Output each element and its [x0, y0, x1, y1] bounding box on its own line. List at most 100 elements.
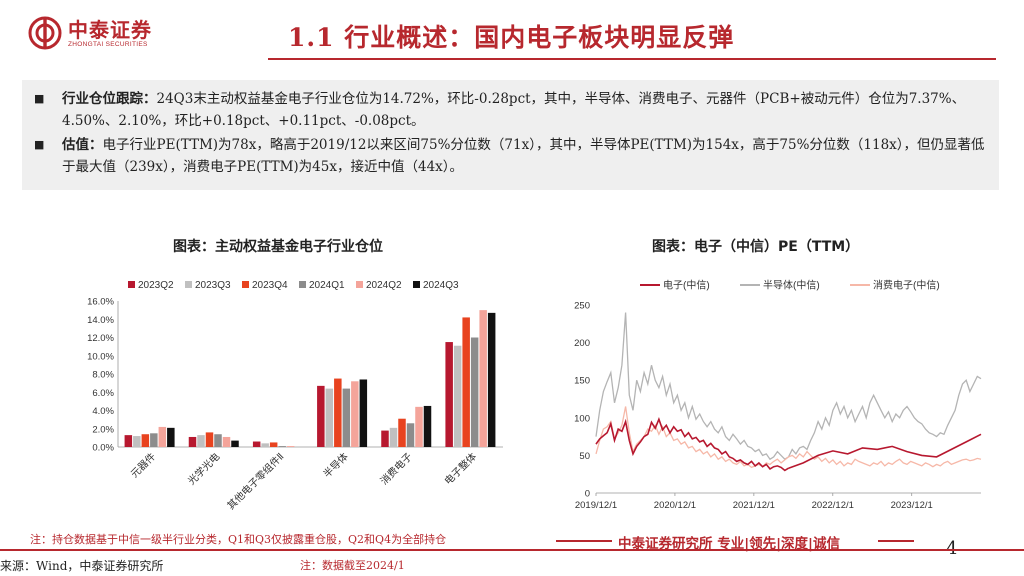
x-tick-label: 2021/12/1	[733, 500, 775, 511]
bar	[445, 342, 453, 447]
legend-swatch	[299, 281, 306, 288]
bar	[231, 440, 239, 447]
bar	[487, 312, 496, 447]
y-tick-label: 8.0%	[92, 370, 114, 381]
bar-chart-title: 图表：主动权益基金电子行业仓位	[173, 239, 383, 255]
bar	[197, 435, 205, 447]
y-tick-label: 0.0%	[92, 443, 114, 454]
bar	[205, 432, 214, 447]
summary-box: ■ 行业仓位跟踪：24Q3末主动权益基金电子行业仓位为14.72%，环比-0.2…	[22, 80, 999, 190]
x-tick-label: 其他电子零组件Ⅱ	[224, 450, 286, 512]
bar-chart: 2023Q2 2023Q3 2023Q4 2024Q1 2024Q2 2024Q3 0.0%…	[87, 280, 503, 512]
bar	[406, 423, 415, 447]
series-line	[595, 406, 982, 469]
x-tick-label: 2019/12/1	[575, 500, 617, 511]
legend-swatch	[413, 281, 420, 288]
y-tick-label: 250	[574, 301, 590, 312]
legend-swatch	[356, 281, 363, 288]
bar	[398, 418, 406, 447]
footer-divider	[0, 549, 1024, 551]
bar	[124, 435, 133, 447]
bar	[158, 426, 167, 447]
summary-item: ■ 估值：电子行业PE(TTM)为78x，略高于2019/12以来区间75%分位…	[34, 134, 985, 178]
bar	[334, 378, 342, 447]
y-tick-label: 150	[574, 376, 590, 387]
motto-divider-left	[556, 540, 612, 542]
x-tick-label: 元器件	[129, 451, 159, 481]
x-tick-label: 半导体	[320, 450, 350, 480]
data-cutoff-note: 注：数据截至2024/1	[300, 559, 405, 572]
x-tick-label: 电子整体	[442, 450, 479, 487]
legend-label: 2023Q4	[252, 280, 288, 291]
summary-label: 行业仓位跟踪：	[62, 91, 157, 107]
y-tick-label: 16.0%	[87, 297, 114, 308]
y-tick-label: 200	[574, 338, 590, 349]
chart-footnote: 注：持仓数据基于中信一级半行业分类，Q1和Q3仅披露重仓股，Q2和Q4为全部持仓	[30, 533, 447, 546]
bar	[470, 337, 479, 447]
bar	[261, 443, 269, 447]
square-bullet-icon: ■	[34, 138, 45, 151]
summary-item: ■ 行业仓位跟踪：24Q3末主动权益基金电子行业仓位为14.72%，环比-0.2…	[34, 88, 985, 132]
series-line	[595, 312, 982, 461]
bar	[453, 345, 462, 447]
bar	[278, 446, 286, 447]
bar	[269, 442, 278, 447]
line-chart-title: 图表：电子（中信）PE（TTM）	[652, 239, 860, 255]
bar	[462, 317, 470, 447]
logo-en-text: ZHONGTAI SECURITIES	[68, 40, 148, 48]
data-source: 来源：Wind，中泰证券研究所	[0, 559, 164, 573]
legend-label: 半导体(中信)	[763, 279, 820, 292]
logo-cn-text: 中泰证券	[68, 17, 152, 42]
title-divider	[268, 58, 996, 60]
bar	[222, 436, 231, 447]
y-tick-label: 12.0%	[87, 333, 114, 344]
bar	[351, 381, 359, 447]
y-tick-label: 6.0%	[92, 388, 114, 399]
bar	[415, 406, 423, 447]
square-bullet-icon: ■	[34, 92, 45, 105]
bar	[381, 430, 389, 447]
bar	[479, 310, 487, 447]
legend-label: 消费电子(中信)	[873, 279, 940, 292]
x-tick-label: 2022/12/1	[812, 500, 854, 511]
legend-swatch	[128, 281, 135, 288]
y-tick-label: 0	[585, 489, 590, 500]
bar	[133, 436, 141, 447]
legend-label: 2024Q1	[309, 280, 345, 291]
series-line	[788, 433, 982, 469]
x-tick-label: 2020/12/1	[654, 500, 696, 511]
bar	[325, 388, 334, 447]
zhongtai-logo-icon	[28, 16, 62, 50]
y-tick-label: 50	[579, 451, 590, 462]
motto-divider-right	[878, 540, 914, 542]
summary-text: 电子行业PE(TTM)为78x，略高于2019/12以来区间75%分位数（71x…	[62, 137, 985, 175]
bar	[423, 405, 432, 447]
legend-swatch	[242, 281, 249, 288]
bar	[286, 446, 295, 447]
bar	[214, 434, 222, 447]
y-tick-label: 14.0%	[87, 315, 114, 326]
legend-label: 2024Q2	[366, 280, 402, 291]
bar	[317, 385, 325, 447]
page-number: 4	[946, 538, 957, 559]
x-tick-label: 消费电子	[377, 450, 414, 487]
y-tick-label: 10.0%	[87, 351, 114, 362]
bar	[188, 436, 197, 447]
bar	[252, 441, 261, 447]
bar	[359, 379, 368, 447]
bar	[167, 427, 175, 447]
bar	[342, 388, 351, 447]
y-tick-label: 4.0%	[92, 406, 114, 417]
bar	[389, 427, 398, 447]
summary-label: 估值：	[62, 137, 103, 153]
y-tick-label: 100	[574, 413, 590, 424]
line-chart: 电子(中信) 半导体(中信) 消费电子(中信) 0 50 100 150 200 250 2019…	[574, 279, 982, 511]
legend-swatch	[185, 281, 192, 288]
summary-text: 24Q3末主动权益基金电子行业仓位为14.72%，环比-0.28pct，其中，半…	[62, 91, 966, 129]
series-line	[595, 417, 789, 472]
footer-motto: 中泰证券研究所 专业|领先|深度|诚信	[618, 536, 840, 552]
company-logo: 中泰证券 ZHONGTAI SECURITIES	[28, 16, 152, 50]
y-tick-label: 2.0%	[92, 424, 114, 435]
legend-label: 2024Q3	[423, 280, 459, 291]
legend-label: 2023Q3	[195, 280, 231, 291]
